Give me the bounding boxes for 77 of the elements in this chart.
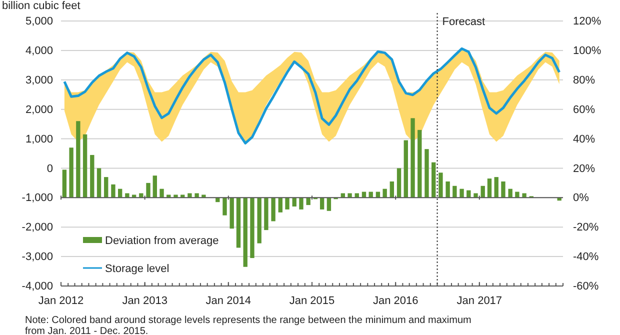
- y-tick-label: 4,000: [25, 44, 53, 57]
- legend-label: Deviation from average: [105, 235, 219, 247]
- bar: [152, 176, 157, 198]
- bar: [69, 148, 74, 198]
- bar: [174, 194, 178, 198]
- legend-label: Storage level: [105, 263, 170, 275]
- bar: [460, 188, 464, 198]
- bar: [160, 188, 164, 198]
- y2-tick-label: -40%: [573, 251, 599, 264]
- bar: [326, 198, 332, 211]
- y2-tick-label: 80%: [573, 74, 596, 86]
- bar: [418, 130, 422, 198]
- bar: [146, 182, 150, 198]
- y-tick-label: -4,000: [22, 280, 53, 293]
- bar: [278, 198, 282, 212]
- bar: [446, 181, 450, 198]
- bar: [438, 172, 443, 198]
- bar: [508, 188, 512, 198]
- bar: [382, 188, 387, 198]
- y-tick-label: 3,000: [25, 74, 53, 86]
- y2-tick-label: 60%: [573, 104, 596, 116]
- bar: [404, 140, 408, 198]
- y2-tick-label: -20%: [573, 222, 599, 234]
- bar: [285, 198, 290, 210]
- bar: [62, 170, 67, 198]
- y2-tick-label: 120%: [573, 16, 602, 28]
- x-tick-label: Jan 2017: [456, 294, 502, 307]
- y-axis-title: billion cubic feet: [2, 0, 80, 12]
- x-tick-label: Jan 2014: [206, 294, 252, 307]
- ref-line-label: Forecast: [442, 16, 486, 28]
- bar: [104, 177, 108, 198]
- bar: [299, 198, 304, 210]
- y-tick-label: 1,000: [25, 133, 53, 146]
- y2-tick-label: 20%: [573, 162, 596, 175]
- bar: [90, 154, 94, 198]
- bar: [557, 198, 562, 201]
- bar: [452, 186, 457, 198]
- x-tick-label: Jan 2012: [38, 294, 84, 307]
- bar: [222, 198, 227, 216]
- y2-tick-label: 40%: [573, 133, 596, 146]
- bar: [424, 149, 429, 198]
- y-tick-label: 5,000: [25, 16, 53, 28]
- x-tick-label: Jan 2016: [372, 294, 418, 307]
- bar: [82, 134, 88, 198]
- bar: [230, 198, 234, 229]
- bar: [410, 118, 415, 198]
- bar: [202, 194, 206, 198]
- y-tick-label: 2,000: [25, 104, 53, 116]
- y-tick-label: -2,000: [22, 222, 53, 234]
- bar: [271, 198, 276, 222]
- bar: [257, 198, 262, 244]
- bar: [306, 198, 310, 206]
- bar: [292, 198, 296, 206]
- bar: [432, 162, 436, 198]
- bar: [515, 192, 520, 198]
- bar: [96, 168, 102, 198]
- y-tick-label: 0: [46, 162, 53, 175]
- bar: [111, 184, 116, 198]
- x-tick-label: Jan 2013: [122, 294, 168, 307]
- bar: [76, 121, 80, 198]
- bar: [487, 178, 492, 198]
- bar: [390, 181, 394, 198]
- text: Note: Colored band around storage levels represents the range between the minimum and maximum from Jan. 2011 - Dec. 2015.: [25, 315, 472, 335]
- y2-tick-label: -60%: [573, 280, 599, 293]
- bar: [501, 181, 506, 198]
- bar: [320, 198, 324, 210]
- bar: [250, 198, 254, 258]
- y-tick-label: -3,000: [22, 251, 53, 264]
- bar: [243, 198, 248, 267]
- bar: [494, 177, 498, 198]
- y2-tick-label: 100%: [573, 44, 602, 57]
- bar: [396, 168, 402, 198]
- y-tick-label: -1,000: [22, 192, 53, 204]
- x-tick-label: Jan 2015: [289, 294, 335, 307]
- bar: [264, 198, 268, 230]
- y2-tick-label: 0%: [573, 192, 590, 204]
- bar: [236, 198, 241, 248]
